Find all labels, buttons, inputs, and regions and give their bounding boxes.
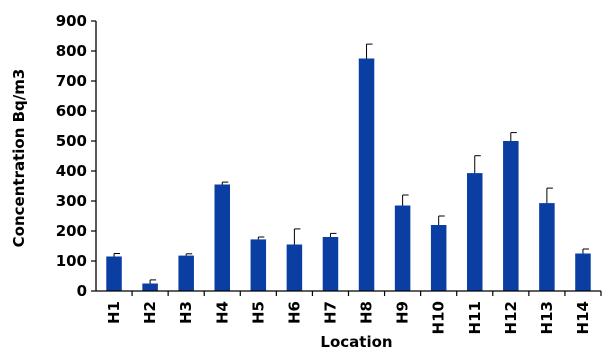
y-axis-title: Concentration Bq/m3 <box>10 69 28 248</box>
x-tick-label: H12 <box>502 301 520 334</box>
x-tick-label: H1 <box>105 301 123 324</box>
x-tick-label: H10 <box>430 301 448 334</box>
x-tick-label: H4 <box>213 301 231 324</box>
x-tick-label: H13 <box>538 301 556 334</box>
x-axis-title: Location <box>320 333 392 349</box>
y-tick-label: 700 <box>56 72 87 90</box>
y-tick-label: 600 <box>56 102 87 120</box>
x-tick-label: H8 <box>358 301 376 324</box>
x-tick-label: H11 <box>466 301 484 334</box>
y-tick-label: 400 <box>56 162 87 180</box>
x-tick-label: H6 <box>285 301 303 324</box>
bars <box>106 58 591 291</box>
bar-h9 <box>394 205 411 291</box>
x-tick-label: H9 <box>394 301 412 324</box>
bar-h5 <box>250 239 267 291</box>
x-tick-label: H3 <box>177 301 195 324</box>
y-tick-label: 200 <box>56 222 87 240</box>
bar-h2 <box>142 283 158 291</box>
y-tick-label: 0 <box>77 282 87 300</box>
bar-h8 <box>358 58 375 291</box>
error-bars <box>113 43 589 284</box>
x-tick-label: H7 <box>321 301 339 324</box>
bar-h7 <box>322 237 339 291</box>
y-axis-ticks: 0 100 200 300 400 500 600 700 800 900 <box>56 12 96 300</box>
bar-h6 <box>286 244 303 291</box>
y-tick-label: 800 <box>56 42 87 60</box>
x-tick-label: H5 <box>249 301 267 324</box>
bar-h14 <box>575 253 591 291</box>
bar-h1 <box>106 256 122 291</box>
x-axis-ticks: H1 H2 H3 H4 H5 H6 H7 H8 H9 H10 H11 H12 H13 H14 <box>105 291 602 334</box>
bar-h4 <box>214 184 231 291</box>
bar-h3 <box>178 255 194 291</box>
y-tick-label: 900 <box>56 12 87 30</box>
y-tick-label: 300 <box>56 192 87 210</box>
bar-h11 <box>466 173 483 291</box>
x-tick-label: H2 <box>141 301 159 324</box>
bar-h10 <box>430 225 447 291</box>
bar-h12 <box>503 141 519 291</box>
y-tick-label: 500 <box>56 132 87 150</box>
y-tick-label: 100 <box>56 252 87 270</box>
bar-h13 <box>539 203 555 291</box>
x-tick-label: H14 <box>574 301 592 334</box>
